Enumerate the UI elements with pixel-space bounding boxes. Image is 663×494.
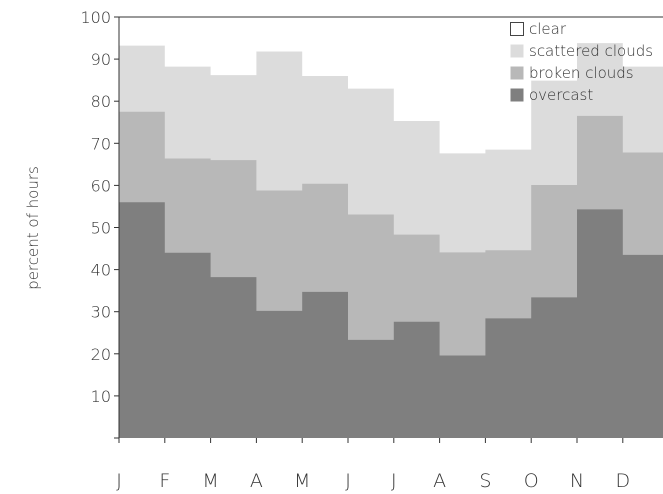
month-label: O	[524, 470, 539, 492]
y-tick-label: 60	[91, 176, 111, 195]
legend-entry-label: overcast	[529, 86, 593, 104]
y-tick-label: 20	[91, 345, 111, 364]
legend-entry-label: clear	[529, 20, 567, 38]
y-tick-label: 10	[91, 387, 111, 406]
y-tick-label: 80	[91, 92, 111, 111]
month-label: D	[615, 470, 630, 492]
area-overcast	[119, 202, 663, 438]
month-label: M	[294, 470, 310, 492]
axes: 10 20 30 40 50 60 70 80 90 100 J F M A M J J A S O N D	[80, 8, 663, 492]
month-label: A	[250, 470, 263, 492]
y-tick-label: 50	[91, 219, 111, 238]
month-label: J	[345, 470, 351, 492]
legend-swatch	[510, 88, 524, 102]
y-axis-title: percent of hours	[24, 166, 42, 290]
plot-area	[119, 17, 663, 438]
legend-entry-label: broken clouds	[529, 64, 634, 82]
legend-swatch	[510, 44, 524, 58]
legend: clear scattered clouds broken clouds overca…	[510, 20, 653, 104]
y-tick-label: 90	[91, 50, 111, 69]
y-tick-label: 30	[91, 303, 111, 322]
y-tick-label: 40	[91, 261, 111, 280]
legend-swatch	[510, 22, 524, 36]
month-label: J	[391, 470, 397, 492]
month-label: M	[202, 470, 218, 492]
y-tick-label: 100	[80, 8, 111, 27]
month-label: J	[116, 470, 122, 492]
y-tick-label: 70	[91, 134, 111, 153]
month-label: F	[159, 470, 170, 492]
legend-entry-label: scattered clouds	[529, 42, 653, 60]
month-label: S	[479, 470, 491, 492]
month-label: A	[433, 470, 446, 492]
month-label: N	[570, 470, 584, 492]
legend-swatch	[510, 66, 524, 80]
